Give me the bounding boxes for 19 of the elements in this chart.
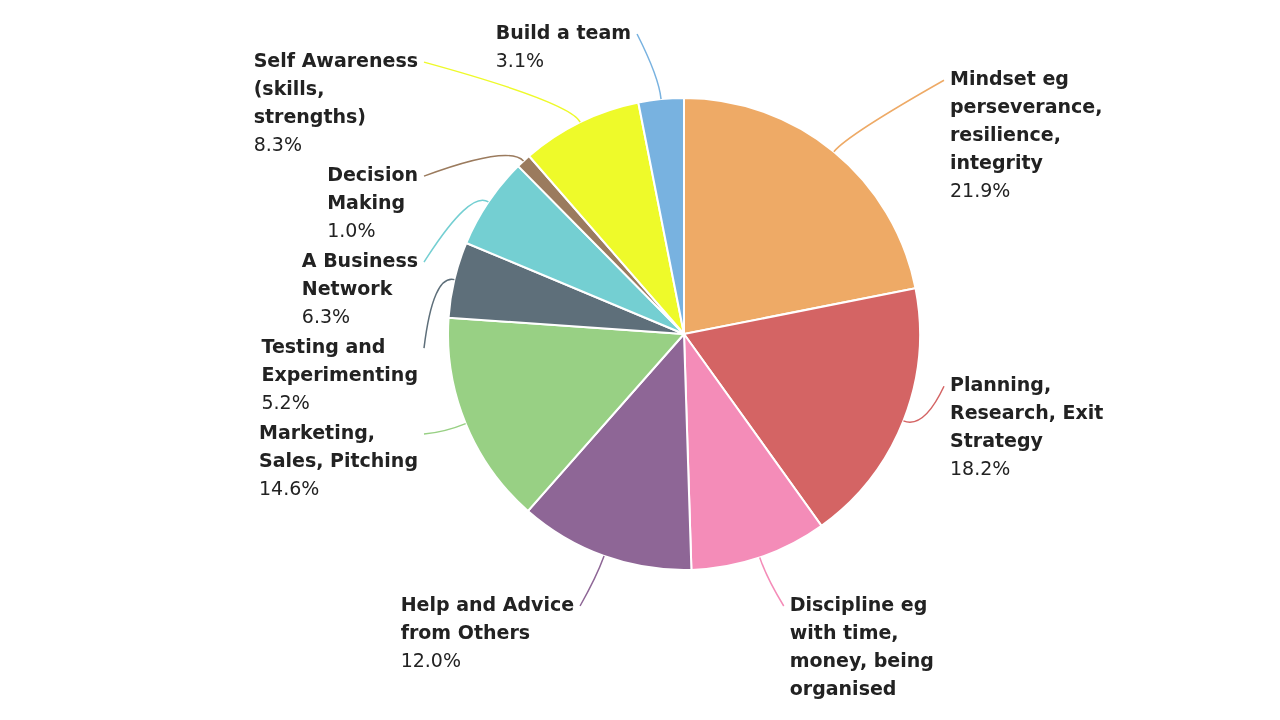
data-label: 12.0%: [400, 648, 461, 671]
data-label: 1.0%: [327, 219, 376, 242]
data-label: 8.3%: [253, 133, 302, 156]
data-label: 18.2%: [950, 457, 1011, 480]
slice-label: Mindset eg perseverance, resilience, integrity: [950, 67, 1103, 174]
data-label: 3.1%: [495, 48, 545, 71]
slice-label: Decision Making: [327, 163, 419, 214]
data-label: 5.2%: [261, 391, 310, 414]
slice-label: Marketing, Sales, Pitching: [259, 421, 418, 472]
slice-label: Build a team: [495, 20, 632, 43]
slice-label: Help and Advice from Others: [400, 592, 575, 643]
slice-label: A Business Network: [301, 249, 419, 300]
data-label: 14.6%: [259, 477, 320, 500]
data-label: 21.9%: [950, 179, 1011, 202]
slice-label: Testing and Experimenting: [261, 335, 419, 386]
slice-label: Self Awareness (skills, strengths): [253, 49, 419, 128]
data-label: 6.3%: [301, 305, 351, 328]
slice-label: Planning, Research, Exit Strategy: [950, 373, 1104, 452]
slice-label: Discipline eg with time, money, being organised: [789, 592, 934, 699]
